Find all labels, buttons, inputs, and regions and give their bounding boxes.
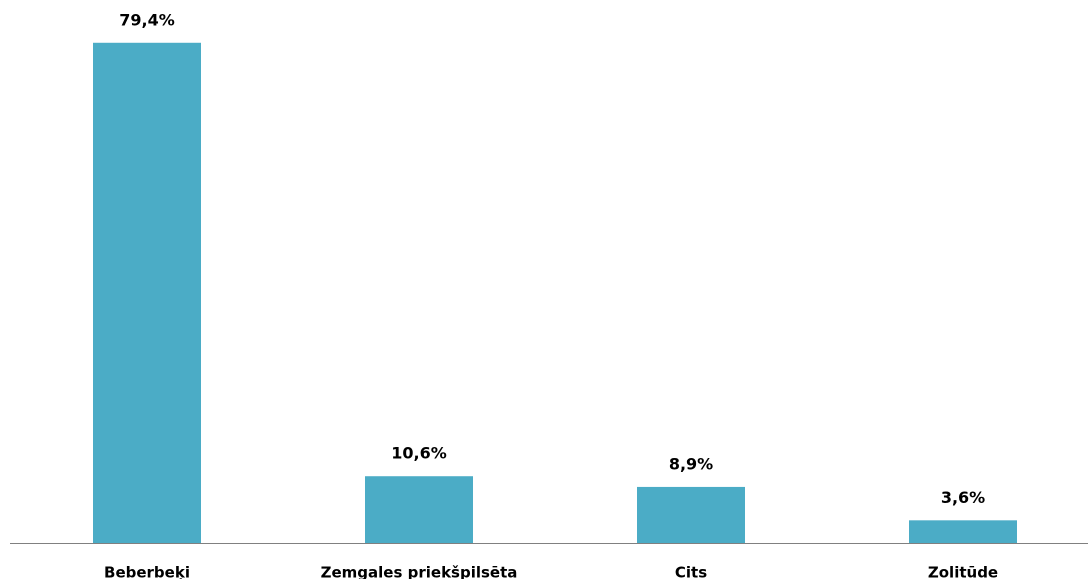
value-label: 79,4% bbox=[119, 10, 175, 29]
x-tick-label: Zemgales priekšpilsēta bbox=[321, 564, 518, 579]
bar bbox=[637, 486, 745, 543]
x-tick-label: Zolitūde bbox=[928, 564, 998, 579]
value-label: 8,9% bbox=[669, 454, 713, 473]
x-tick-label: Cits bbox=[675, 564, 707, 579]
bar bbox=[365, 476, 473, 543]
bar bbox=[909, 520, 1017, 543]
x-tick-label: Beberbeķi bbox=[104, 564, 190, 579]
value-label: 10,6% bbox=[391, 444, 447, 463]
value-label: 3,6% bbox=[941, 488, 985, 507]
bar bbox=[93, 42, 201, 543]
